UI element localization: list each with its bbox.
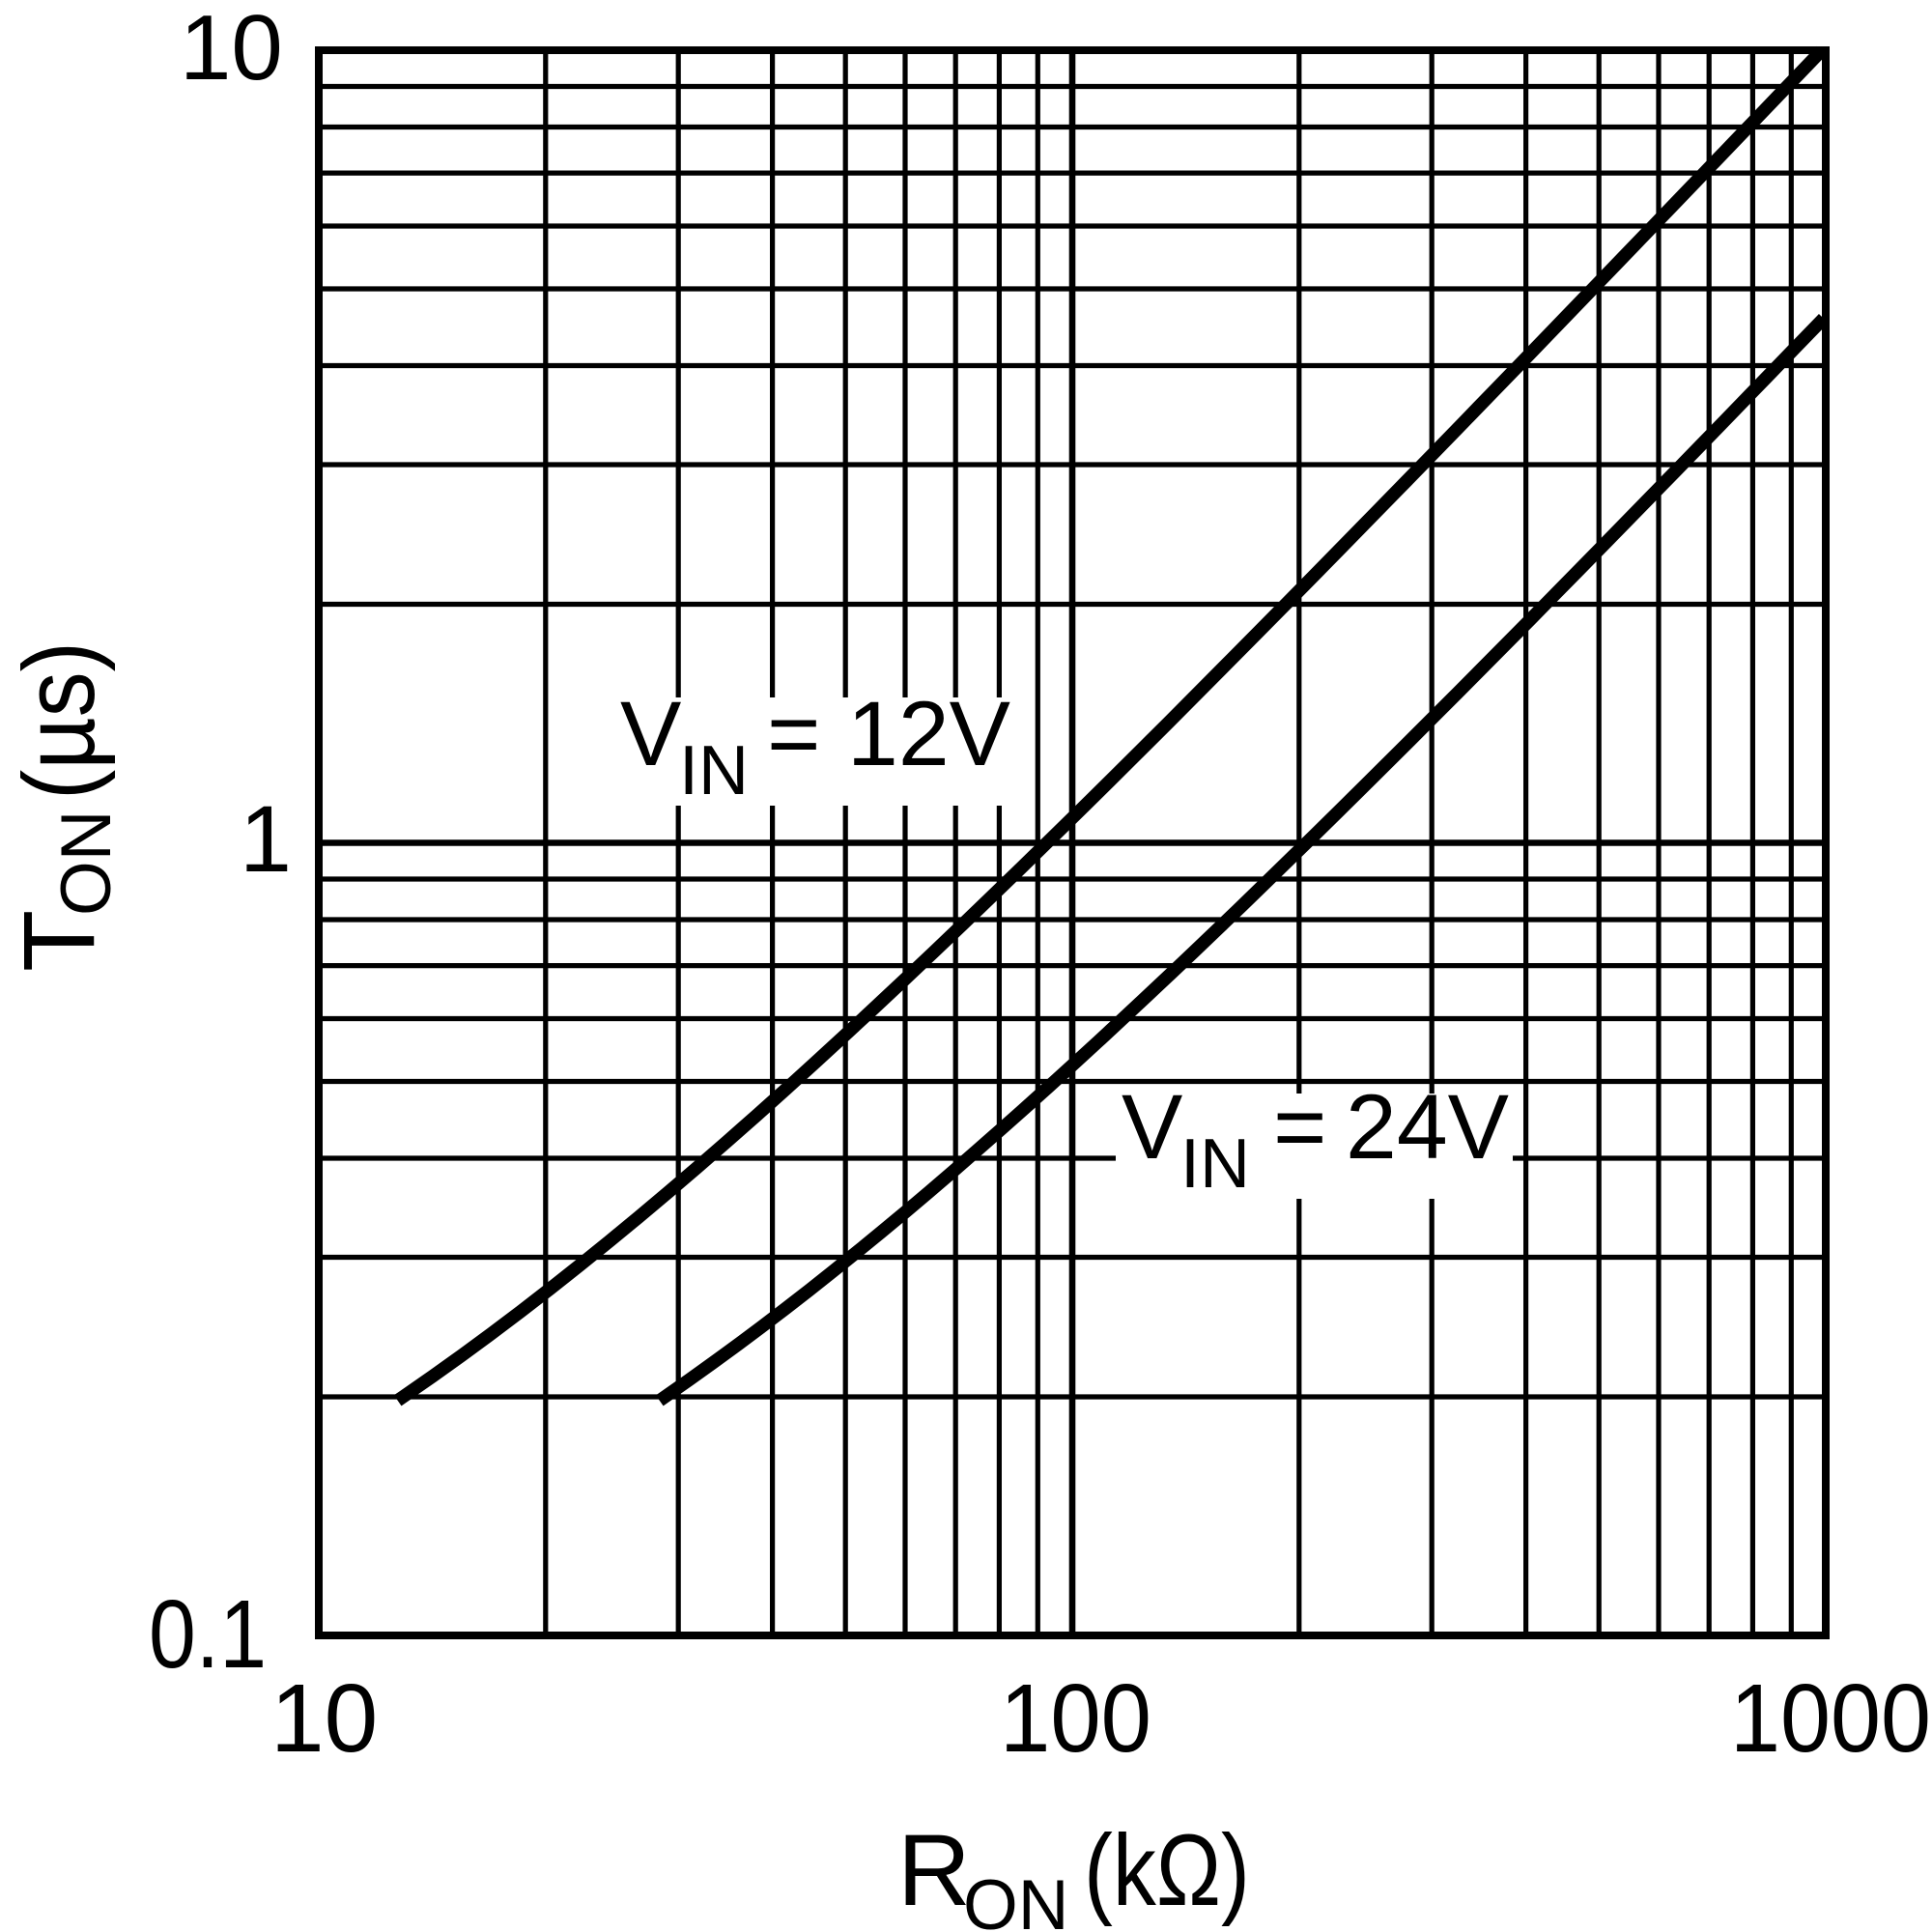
svg-text:(µs): (µs): [3, 641, 116, 800]
svg-text:(kΩ): (kΩ): [1084, 1814, 1250, 1927]
svg-text:ON: ON: [963, 1866, 1069, 1932]
svg-text:V: V: [1122, 1076, 1182, 1179]
svg-text:=: =: [767, 683, 820, 785]
svg-text:IN: IN: [1180, 1125, 1250, 1203]
svg-text:10: 10: [270, 1664, 378, 1773]
svg-text:10: 10: [180, 0, 283, 99]
svg-text:IN: IN: [679, 732, 749, 810]
svg-text:100: 100: [1000, 1664, 1151, 1773]
svg-text:0.1: 0.1: [149, 1580, 267, 1689]
svg-text:=: =: [1273, 1076, 1326, 1179]
svg-text:V: V: [620, 683, 681, 785]
svg-text:R: R: [897, 1814, 971, 1927]
svg-text:1000: 1000: [1730, 1664, 1931, 1773]
svg-text:1: 1: [240, 786, 292, 892]
svg-text:12V: 12V: [847, 683, 1010, 785]
svg-text:24V: 24V: [1346, 1076, 1509, 1179]
svg-text:ON: ON: [47, 810, 126, 917]
svg-text:T: T: [3, 910, 116, 972]
